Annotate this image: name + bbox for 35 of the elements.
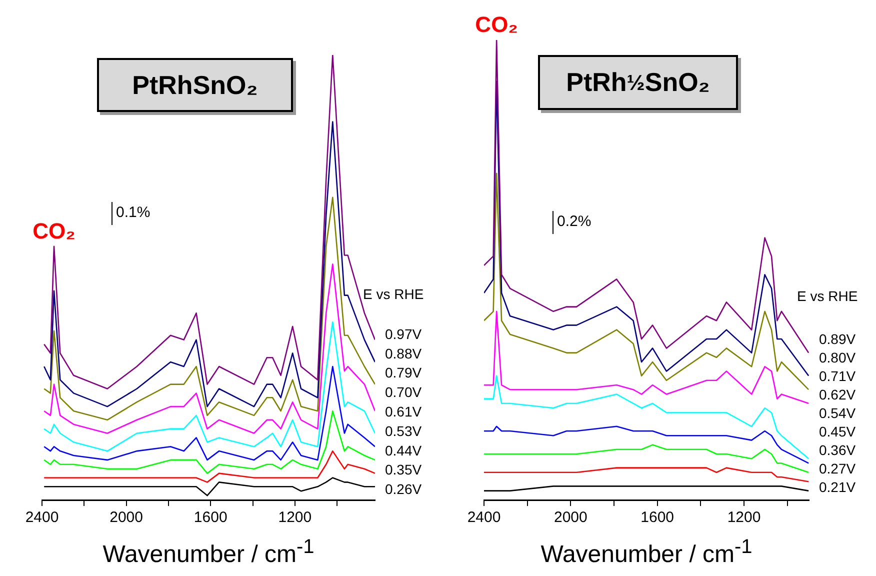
series-label: 0.70V — [385, 384, 422, 400]
x-tick-label: 2000 — [110, 509, 143, 526]
text: PtRhSnO₂ — [97, 58, 293, 112]
annotation: 0.2% — [557, 213, 592, 230]
series-label: 0.26V — [385, 481, 422, 498]
annotation: 0.1% — [116, 204, 150, 222]
series-label: 0.61V — [385, 403, 422, 420]
series-label: 0.45V — [819, 423, 856, 440]
x-axis-title: Wavenumber / cm$^{-1}$ — [540, 536, 754, 569]
annotation: CO₂ — [475, 12, 518, 38]
legend-title: E vs RHE — [363, 286, 424, 302]
series-label: 0.71V — [819, 368, 856, 384]
x-tick-label: 1200 — [727, 509, 761, 526]
text: 0.54V — [819, 404, 856, 421]
x-tick-label: 1600 — [194, 509, 228, 526]
x-tick-label: 2400 — [467, 509, 501, 526]
annotation: CO₂ — [32, 218, 76, 244]
series-label: 0.97V — [385, 326, 422, 342]
x-tick-label: 2400 — [25, 509, 59, 526]
series-label: 0.36V — [819, 442, 856, 458]
x-tick-label: 2000 — [554, 509, 588, 526]
x-tick-label: 1600 — [640, 509, 674, 526]
series-label: 0.80V — [819, 349, 856, 366]
series-label: 0.35V — [385, 462, 422, 478]
x-tick-label: 1200 — [278, 509, 312, 526]
series-label: 0.27V — [819, 460, 856, 476]
series-label: 0.88V — [385, 345, 422, 362]
series-label: 0.62V — [819, 386, 856, 402]
series-label: 0.21V — [819, 478, 856, 495]
series-label: 0.53V — [385, 422, 422, 439]
legend-title: E vs RHE — [797, 288, 858, 304]
series-label: 0.89V — [819, 330, 856, 347]
series-label: 0.79V — [385, 364, 422, 381]
x-axis-title: Wavenumber / cm$^{-1}$ — [102, 536, 316, 569]
series-label: 0.44V — [385, 442, 422, 458]
